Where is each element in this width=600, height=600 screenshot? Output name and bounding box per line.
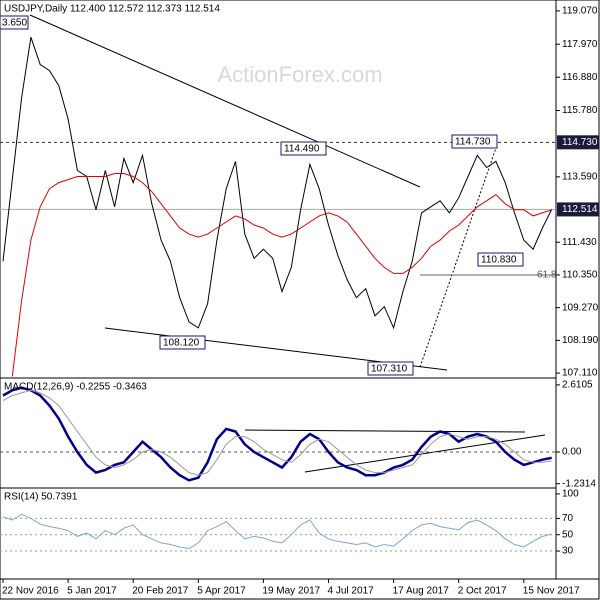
annotation: 3.650 <box>2 18 27 29</box>
y-tick-label: 110.350 <box>562 270 598 281</box>
y-tick-label: -1.2314 <box>562 478 596 489</box>
chart-title: USDJPY,Daily 112.400 112.572 112.373 112… <box>4 4 220 15</box>
y-tick-label: 108.190 <box>562 335 599 346</box>
y-tick-label: 119.070 <box>562 6 598 17</box>
panel-title: MACD(12,26,9) -0.2255 -0.3463 <box>4 382 147 393</box>
y-tick-label: 50 <box>562 529 574 540</box>
annotation: 107.310 <box>371 364 408 375</box>
x-tick-label: 5 Jan 2017 <box>67 586 117 597</box>
series-line <box>2 386 552 482</box>
y-tick-label: 111.430 <box>562 237 597 248</box>
price-label: 114.730 <box>562 137 598 148</box>
y-tick-label: 30 <box>562 546 574 557</box>
series-line <box>2 37 553 330</box>
price-label-box <box>557 135 599 150</box>
x-tick-label: 15 Nov 2017 <box>523 586 580 597</box>
annotations: 3.650 114.490 114.730 108.120 107.310 11… <box>0 15 557 376</box>
x-tick-label: 2 Oct 2017 <box>458 586 507 597</box>
y-tick-label: 2.6105 <box>562 380 593 391</box>
annotation: 114.730 <box>455 137 491 148</box>
annotation-box <box>0 15 29 30</box>
series-line <box>2 389 552 476</box>
macd-trendline <box>244 429 526 433</box>
y-tick-label: 117.970 <box>562 39 598 50</box>
y-tick-label: 115.780 <box>562 105 598 116</box>
annotation: 114.490 <box>284 144 320 155</box>
x-tick-label: 19 May 2017 <box>262 586 320 597</box>
y-tick-label: 0.00 <box>562 447 582 458</box>
watermark: ActionForex.com <box>217 62 382 87</box>
y-tick-label: 107.110 <box>562 368 598 379</box>
y-tick-label: 70 <box>562 513 574 524</box>
price-label-box <box>557 202 599 217</box>
annotation: 61.8 <box>537 270 557 281</box>
series-line <box>2 513 552 550</box>
annotation-box <box>451 134 498 149</box>
x-tick-label: 5 Apr 2017 <box>197 586 246 597</box>
annotation-box <box>477 252 524 267</box>
annotation: 110.830 <box>481 255 517 266</box>
x-tick-label: 4 Jul 2017 <box>328 586 375 597</box>
annotation-box <box>367 361 414 376</box>
annotation-box <box>159 335 206 350</box>
annotation: 108.120 <box>163 338 200 349</box>
y-tick-label: 116.880 <box>562 72 598 83</box>
series-layer: 119.070 117.970 116.880 115.780 113.590 111.4… <box>0 6 599 597</box>
y-tick-label: 113.590 <box>562 171 598 182</box>
y-tick-label: 109.270 <box>562 302 599 313</box>
series-line <box>11 173 552 377</box>
x-tick-label: 20 Feb 2017 <box>132 586 189 597</box>
annotation-box <box>280 141 327 156</box>
x-tick-label: 17 Aug 2017 <box>393 586 450 597</box>
trendline <box>419 144 498 368</box>
y-tick-label: 100 <box>562 489 579 500</box>
x-tick-label: 22 Nov 2016 <box>2 586 59 597</box>
panel-title: RSI(14) 50.7391 <box>4 492 78 503</box>
trendline <box>29 14 421 188</box>
price-label: 112.514 <box>562 204 598 215</box>
